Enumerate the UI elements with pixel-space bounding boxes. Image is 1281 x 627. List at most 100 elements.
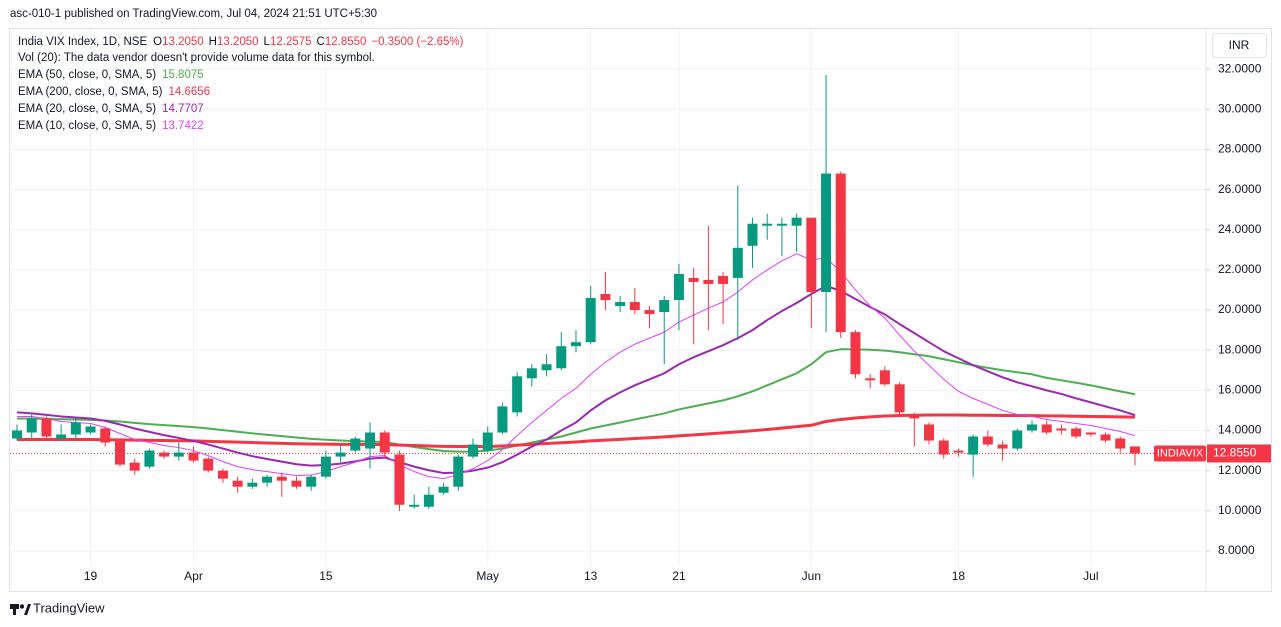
candle-body (703, 279, 714, 284)
candle-body (541, 364, 552, 371)
candle-body (570, 342, 581, 347)
candle-body (821, 173, 832, 292)
candle-body (600, 293, 611, 301)
candle-body (953, 450, 964, 453)
candle-body (394, 454, 405, 505)
grid (10, 29, 1210, 566)
candle-body (247, 482, 258, 487)
candle-body (615, 302, 626, 307)
y-tick-label: 16.0000 (1218, 383, 1262, 397)
candle-body (629, 302, 640, 311)
volume-note: Vol (20): The data vendor doesn't provid… (18, 52, 375, 64)
candle-body (468, 444, 479, 457)
legend-entry: EMA (20, close, 0, SMA, 5) (18, 103, 156, 115)
last-price-label: 12.8550 (1213, 446, 1257, 460)
y-tick-label: 20.0000 (1218, 302, 1262, 316)
candle-body (291, 480, 302, 487)
candle-body (556, 346, 567, 369)
y-tick-label: 14.0000 (1218, 423, 1262, 437)
candle-body (409, 504, 420, 507)
readout-label: C (317, 36, 325, 48)
y-tick-label: 22.0000 (1218, 262, 1262, 276)
candle-body (732, 247, 743, 278)
candle-body (938, 440, 949, 455)
tradingview-logo (10, 604, 31, 615)
candle-body (1115, 438, 1126, 449)
currency-box[interactable] (1212, 33, 1267, 58)
candle-body (350, 438, 361, 451)
candle-body (232, 480, 243, 487)
candle-body (1100, 434, 1111, 441)
candle-body (203, 458, 214, 471)
candle-body (438, 486, 449, 493)
y-tick-label: 8.0000 (1218, 543, 1255, 557)
candle-body (379, 432, 390, 453)
candle-body (894, 384, 905, 413)
candle-body (453, 456, 464, 487)
candle-body (776, 223, 787, 226)
y-tick-label: 18.0000 (1218, 342, 1262, 356)
x-tick-label: Apr (184, 569, 203, 583)
readout-label: O (153, 36, 162, 48)
candle-body (909, 414, 920, 419)
chart-title: India VIX Index, 1D, NSE (18, 36, 147, 48)
symbol-tag: INDIAVIX (1157, 447, 1204, 459)
candle-body (762, 223, 773, 226)
legend-value: 14.7707 (162, 103, 204, 115)
candle-body (276, 476, 287, 481)
candle-body (982, 436, 993, 445)
candle-body (70, 422, 81, 435)
ema-line (17, 413, 1135, 449)
candle-body (12, 430, 22, 439)
candle-body (159, 452, 170, 457)
footer: TradingView (33, 600, 105, 615)
candle-body (1012, 430, 1023, 449)
candle-body (100, 428, 111, 443)
candle-body (1041, 424, 1052, 433)
change: −0.3500 (−2.65%) (371, 36, 463, 48)
candle-body (1071, 428, 1082, 437)
y-tick-label: 10.0000 (1218, 503, 1262, 517)
candle-body (659, 300, 670, 313)
x-tick-label: May (476, 569, 499, 583)
last-price-box (1207, 444, 1271, 463)
candle-body (1026, 424, 1037, 431)
candle-body (850, 332, 861, 375)
candle-body (1129, 446, 1140, 454)
candle-body (423, 494, 434, 507)
readout-value: 13.2050 (217, 36, 259, 48)
y-tick-label: 32.0000 (1218, 61, 1262, 75)
legend-entry: EMA (200, close, 0, SMA, 5) (18, 86, 163, 98)
candle-body (85, 426, 96, 433)
x-tick-label: 13 (584, 569, 598, 583)
frame (9, 28, 1272, 592)
overlays: 8.0000 10.0000 12.0000 14.0000 16.0000 18.000… (18, 36, 1271, 583)
y-tick-label: 26.0000 (1218, 182, 1262, 196)
candle-body (865, 378, 876, 381)
x-tick-label: 15 (319, 569, 333, 583)
candle-body (585, 298, 596, 343)
candle-body (806, 217, 817, 292)
candle-body (968, 436, 979, 455)
currency: INR (1229, 38, 1250, 52)
candle-body (1085, 432, 1096, 435)
ema-line (17, 348, 1136, 453)
candle-body (365, 432, 376, 449)
candle-body (997, 444, 1008, 449)
x-tick-label: Jul (1083, 569, 1098, 583)
y-tick-label: 24.0000 (1218, 222, 1262, 236)
y-tick-label: 12.0000 (1218, 463, 1262, 477)
candle-body (673, 273, 684, 301)
candle-body (497, 406, 508, 433)
x-tick-label: 21 (672, 569, 686, 583)
candle-body (644, 310, 655, 315)
candle-body (173, 452, 184, 457)
candle-body (114, 440, 125, 465)
candle-body (482, 432, 493, 451)
candle-body (512, 376, 523, 413)
candle-body (320, 456, 331, 477)
ema-line (16, 284, 1136, 475)
candle-body (526, 368, 537, 379)
x-tick-label: 19 (84, 569, 98, 583)
